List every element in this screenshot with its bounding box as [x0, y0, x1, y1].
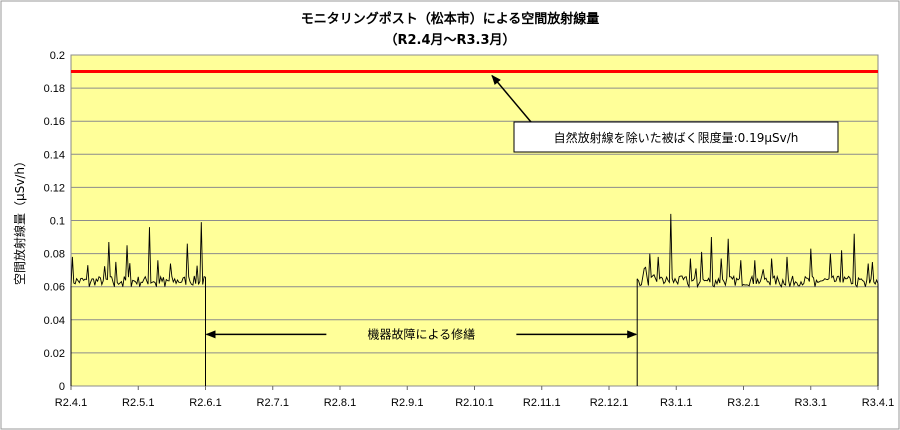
y-tick-label: 0.06	[44, 282, 65, 294]
gap-annotation: 機器故障による修繕	[205, 326, 638, 341]
x-axis-ticks: R2.4.1 R2.5.1 R2.6.1 R2.7.1 R2.8.1 R2.9.1 R2.1…	[55, 386, 894, 409]
series-line-segment	[70, 222, 206, 287]
series-line-segment	[636, 213, 879, 289]
y-tick-label: 0.08	[44, 249, 65, 261]
gridlines	[71, 54, 878, 387]
reference-annotation-box	[513, 121, 839, 153]
chart-title: モニタリングポスト（松本市）による空間放射線量	[301, 11, 600, 27]
x-tick-label: R2.10.1	[455, 397, 494, 409]
gap-annotation-label: 機器故障による修繕	[368, 326, 476, 341]
x-tick-label: R3.1.1	[660, 397, 692, 409]
y-tick-label: 0.1	[50, 216, 65, 228]
y-tick-label: 0	[59, 381, 65, 393]
x-tick-label: R2.5.1	[122, 397, 154, 409]
reference-annotation-label: 自然放射線を除いた被ばく限度量:0.19μSv/h	[554, 130, 799, 145]
y-axis-label: 空間放射線量（μSv/h）	[12, 155, 27, 285]
y-tick-label: 0.18	[44, 83, 65, 95]
x-tick-label: R2.11.1	[523, 397, 561, 409]
y-axis-ticks: 0 0.02 0.04 0.06 0.08 0.1 0.12 0.14 0.16 0.18 0.2	[44, 50, 65, 393]
reference-arrow	[491, 74, 532, 123]
x-tick-label: R2.12.1	[590, 397, 629, 409]
x-tick-label: R3.3.1	[795, 397, 827, 409]
y-tick-label: 0.2	[50, 50, 65, 62]
x-tick-label: R2.8.1	[324, 397, 356, 409]
x-tick-label: R2.6.1	[189, 397, 221, 409]
x-tick-label: R2.9.1	[391, 397, 423, 409]
chart-subtitle: （R2.4月～R3.3月）	[384, 32, 515, 48]
x-tick-label: R3.4.1	[862, 397, 894, 409]
y-tick-label: 0.02	[44, 348, 65, 360]
x-tick-label: R2.4.1	[55, 397, 87, 409]
y-tick-label: 0.14	[44, 149, 65, 161]
x-tick-label: R3.2.1	[727, 397, 759, 409]
y-tick-label: 0.04	[44, 315, 65, 327]
x-tick-label: R2.7.1	[257, 397, 289, 409]
series-group	[70, 213, 879, 386]
y-tick-label: 0.12	[44, 182, 65, 194]
y-tick-label: 0.16	[44, 116, 65, 128]
